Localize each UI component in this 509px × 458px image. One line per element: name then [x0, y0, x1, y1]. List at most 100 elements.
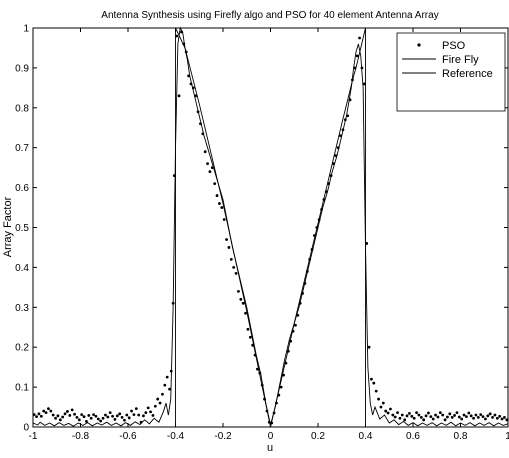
- pso-point: [391, 413, 395, 417]
- pso-point: [70, 408, 74, 412]
- pso-point: [153, 404, 157, 408]
- pso-point: [393, 415, 397, 419]
- pso-point: [113, 418, 117, 421]
- pso-point: [225, 238, 228, 241]
- pso-point: [142, 414, 145, 418]
- pso-point: [218, 202, 221, 205]
- y-tick-label: 0.6: [15, 183, 29, 194]
- pso-point: [49, 409, 53, 413]
- legend: PSO Fire Fly Reference: [396, 32, 506, 112]
- pso-point: [108, 411, 112, 415]
- pso-point: [417, 413, 421, 417]
- pso-point: [35, 415, 38, 419]
- pso-point: [75, 416, 79, 419]
- pso-point: [161, 392, 164, 396]
- pso-point: [232, 266, 236, 269]
- pso-point: [500, 417, 504, 421]
- pso-point: [215, 194, 219, 197]
- x-tick-label: 0: [268, 431, 274, 442]
- pso-point: [474, 413, 478, 417]
- pso-point: [412, 416, 416, 420]
- pso-point: [294, 323, 297, 327]
- x-tick-label: 0.6: [406, 431, 420, 442]
- pso-point: [405, 414, 409, 418]
- pso-point: [165, 375, 169, 379]
- pso-point: [427, 411, 430, 415]
- pso-point: [87, 414, 91, 417]
- pso-point: [410, 414, 414, 418]
- pso-point: [239, 297, 243, 301]
- pso-point: [429, 415, 433, 419]
- chart-title: Antenna Synthesis using Firefly algo and…: [101, 10, 438, 21]
- pso-point: [134, 407, 138, 411]
- pso-point: [227, 246, 231, 249]
- ticks-layer: -1 -0.8 -0.6 -0.4 -0.2 0 0.2 0.4 0.6 0.8 1 0 0.1 0.2 0…: [15, 24, 509, 443]
- y-tick-label: 1: [23, 24, 29, 35]
- pso-point: [431, 417, 435, 421]
- pso-point: [465, 415, 468, 419]
- x-tick-label: -0.8: [72, 431, 90, 442]
- pso-point: [82, 415, 86, 419]
- x-tick-label: 0.4: [359, 431, 373, 442]
- series-layer: [32, 26, 509, 428]
- pso-point: [123, 418, 126, 422]
- pso-point: [469, 414, 473, 418]
- pso-point: [448, 412, 452, 416]
- pso-point: [206, 162, 209, 166]
- pso-point: [66, 410, 69, 413]
- y-tick-label: 0.7: [15, 143, 29, 154]
- pso-point: [61, 415, 65, 419]
- pso-point: [362, 82, 366, 86]
- pso-point: [99, 419, 103, 423]
- pso-point: [467, 411, 471, 415]
- y-tick-label: 0.5: [15, 223, 29, 234]
- pso-point: [47, 407, 50, 411]
- pso-point: [101, 416, 105, 420]
- x-tick-label: 1: [505, 431, 509, 442]
- pso-point: [498, 414, 502, 418]
- pso-point: [42, 409, 46, 413]
- pso-point: [384, 409, 388, 413]
- pso-point: [132, 413, 136, 417]
- pso-point: [222, 218, 226, 221]
- pso-point: [127, 416, 131, 420]
- pso-point: [115, 414, 119, 418]
- legend-label-fire-fly: Fire Fly: [442, 54, 479, 66]
- pso-point: [168, 387, 171, 391]
- y-tick-label: 0.8: [15, 103, 29, 114]
- pso-point: [422, 418, 426, 422]
- pso-point: [56, 414, 60, 418]
- pso-point: [424, 414, 428, 418]
- y-tick-label: 0.4: [15, 263, 29, 274]
- pso-point: [51, 413, 55, 417]
- pso-point: [372, 381, 376, 385]
- legend-label-pso: PSO: [442, 40, 466, 52]
- pso-point: [111, 414, 114, 418]
- pso-point: [237, 289, 240, 293]
- pso-point: [481, 415, 485, 419]
- x-tick-label: 0.8: [454, 431, 468, 442]
- pso-point: [370, 377, 373, 381]
- pso-point: [443, 418, 447, 422]
- pso-point: [493, 413, 497, 417]
- pso-point: [503, 416, 506, 419]
- pso-point: [398, 416, 402, 420]
- pso-point: [244, 311, 247, 315]
- legend-label-reference: Reference: [442, 68, 493, 80]
- pso-point: [462, 413, 466, 417]
- pso-point: [434, 413, 437, 417]
- pso-point: [151, 414, 155, 417]
- pso-point: [229, 258, 233, 261]
- pso-point: [484, 417, 487, 421]
- pso-point: [85, 420, 88, 423]
- pso-point: [476, 416, 480, 419]
- pso-point: [32, 413, 36, 417]
- pso-point: [146, 406, 150, 410]
- pso-point: [457, 415, 461, 419]
- pso-point: [438, 411, 442, 415]
- pso-point: [220, 206, 224, 209]
- x-tick-label: -0.6: [119, 431, 137, 442]
- pso-point: [68, 414, 72, 417]
